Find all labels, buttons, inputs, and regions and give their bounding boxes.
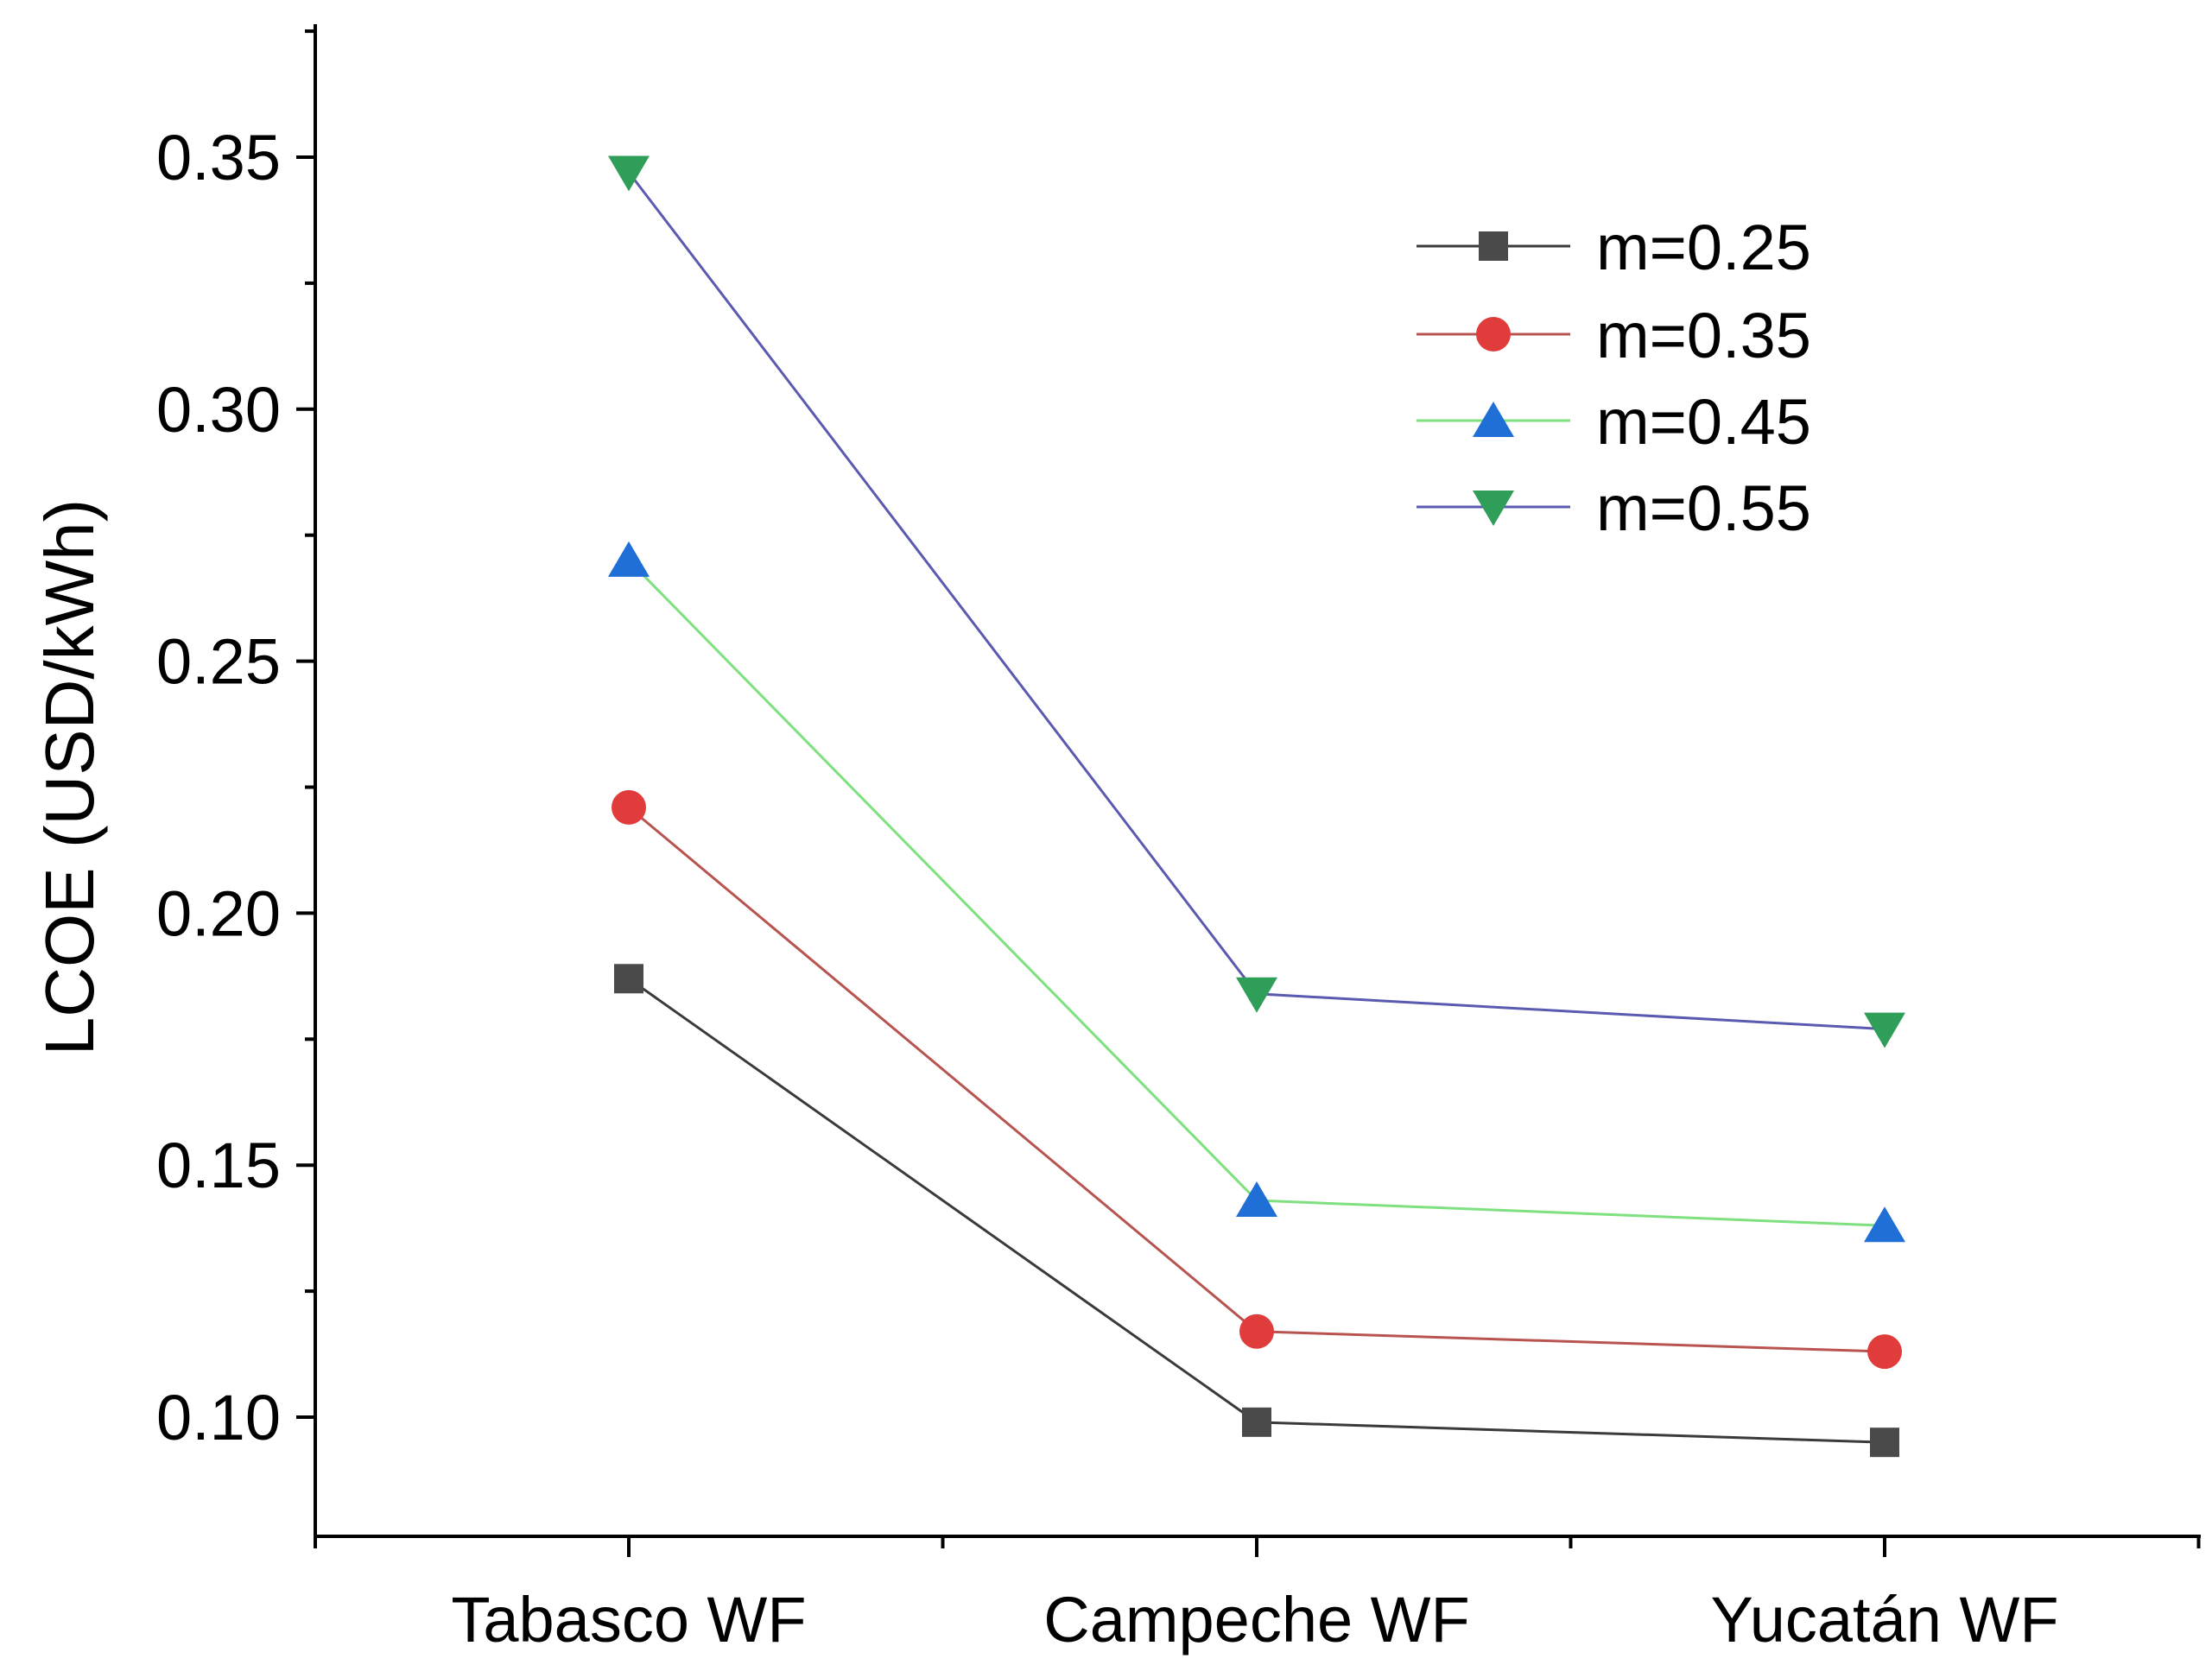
legend: m=0.25 m=0.35 m=0.45 m=0.55 (1417, 212, 1811, 544)
legend-marker-circle (1476, 317, 1511, 351)
y-axis-title: LCOE (USD/kWh) (31, 499, 108, 1056)
y-tick-label: 0.30 (156, 374, 281, 446)
y-tick-label: 0.25 (156, 626, 281, 698)
legend-marker-triangle-up (1473, 402, 1514, 437)
x-tick-label: Tabasco WF (451, 1584, 806, 1656)
x-axis-ticks: Tabasco WF Campeche WF Yucatán WF (314, 1536, 2201, 1656)
data-point-s3-0 (608, 155, 650, 192)
data-point-s1-0 (612, 789, 646, 825)
legend-entry-1: m=0.35 (1417, 300, 1811, 371)
data-point-s3-1 (1236, 977, 1277, 1013)
legend-label: m=0.55 (1596, 472, 1811, 544)
y-tick-label: 0.35 (156, 122, 281, 193)
data-point-s3-2 (1864, 1012, 1905, 1048)
data-point-s2-1 (1236, 1181, 1277, 1218)
data-point-s0-0 (614, 964, 643, 994)
data-point-s2-0 (608, 541, 650, 577)
data-point-s0-1 (1242, 1407, 1271, 1437)
legend-marker-triangle-down (1473, 491, 1514, 526)
legend-marker-square (1479, 231, 1508, 261)
data-point-s1-2 (1867, 1334, 1902, 1370)
legend-entry-2: m=0.45 (1417, 386, 1811, 458)
legend-entry-3: m=0.55 (1417, 472, 1811, 544)
data-point-s2-2 (1864, 1206, 1905, 1243)
data-point-s1-1 (1239, 1314, 1274, 1349)
y-tick-label: 0.20 (156, 877, 281, 949)
legend-marker-square (1479, 231, 1508, 261)
y-tick-label: 0.10 (156, 1382, 281, 1453)
x-tick-label: Campeche WF (1043, 1584, 1469, 1656)
legend-label: m=0.45 (1596, 386, 1811, 458)
y-axis-ticks: 0.10 0.15 0.20 0.25 0.30 0.35 (156, 29, 315, 1453)
data-point-s0-2 (1870, 1428, 1899, 1458)
series-layer (608, 155, 1905, 1458)
legend-marker-triangle-up (1473, 402, 1514, 437)
legend-entry-0: m=0.25 (1417, 212, 1811, 283)
y-tick-label: 0.15 (156, 1130, 281, 1201)
x-tick-label: Yucatán WF (1710, 1584, 2058, 1656)
legend-marker-triangle-down (1473, 491, 1514, 526)
legend-marker-circle (1476, 317, 1511, 351)
legend-label: m=0.35 (1596, 300, 1811, 371)
legend-label: m=0.25 (1596, 212, 1811, 283)
